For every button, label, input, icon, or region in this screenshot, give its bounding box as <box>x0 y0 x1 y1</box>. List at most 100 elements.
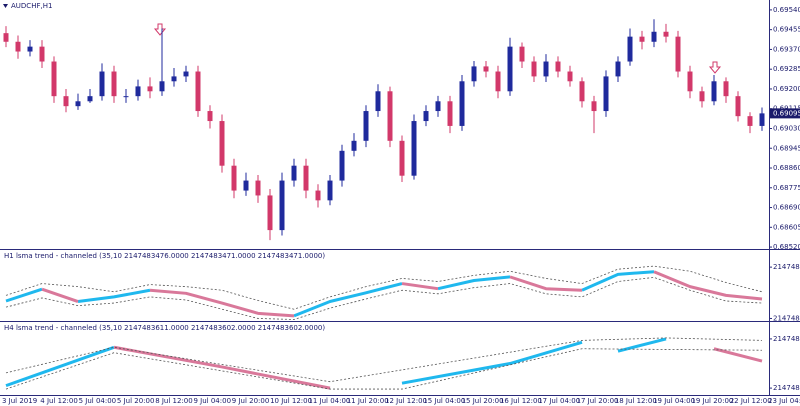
x-tick-label: 16 Jul 12:00 <box>500 397 542 405</box>
candle-body <box>51 61 57 97</box>
candle-body <box>639 36 645 42</box>
indicator-title: H1 lsma trend - channeled (35,10 2147483… <box>4 252 325 260</box>
y-tick-label: 0.69200 <box>773 85 800 93</box>
candle-body <box>507 46 513 92</box>
candle-body <box>543 61 549 77</box>
indicator-line <box>5 277 763 320</box>
candle-body <box>327 180 333 201</box>
symbol-icon <box>3 4 8 8</box>
candle-body <box>603 76 609 112</box>
indicator-title: H4 lsma trend - channeled (35,10 2147483… <box>4 324 325 332</box>
candle-body <box>531 61 537 77</box>
x-tick-label: 3 Jul 2019 <box>2 397 37 405</box>
candle-body <box>75 101 81 107</box>
x-tick-label: 11 Jul 04:00 <box>308 397 350 405</box>
x-tick-label: 9 Jul 04:00 <box>194 397 232 405</box>
y-tick-label: 0.68520 <box>773 243 800 251</box>
candle-body <box>399 140 405 176</box>
candle-body <box>183 71 189 77</box>
indicator-line <box>5 337 763 383</box>
y-tick-label: 21474836 <box>773 335 800 343</box>
candle-body <box>759 113 765 126</box>
x-tick-label: 17 Jul 04:00 <box>538 397 580 405</box>
y-tick-label: 0.69285 <box>773 65 800 73</box>
candle-body <box>591 101 597 112</box>
y-tick-label: 0.68945 <box>773 144 800 152</box>
y-tick-label: 21474835 <box>773 384 800 392</box>
candle-body <box>495 71 501 92</box>
y-tick-label: 21474835 <box>773 263 800 271</box>
candle-body <box>387 91 393 141</box>
symbol-title: AUDCHF,H1 <box>11 2 52 10</box>
indicator-line <box>5 348 763 390</box>
x-tick-label: 12 Jul 12:00 <box>385 397 427 405</box>
x-tick-label: 17 Jul 20:00 <box>577 397 619 405</box>
candle-body <box>627 36 633 62</box>
candle-body <box>291 165 297 181</box>
x-tick-label: 8 Jul 12:00 <box>155 397 193 405</box>
indicator-line <box>113 345 763 390</box>
candle-body <box>555 61 561 72</box>
candle-body <box>579 81 585 102</box>
x-tick-label: 23 Jul 04:00 <box>768 397 800 405</box>
y-tick-label: 0.68690 <box>773 204 800 212</box>
panel-frames <box>0 0 800 396</box>
y-tick-label: 0.68860 <box>773 164 800 172</box>
candle-body <box>519 46 525 62</box>
current-price-box <box>770 108 800 119</box>
candle-body <box>687 71 693 92</box>
candle-body <box>351 140 357 151</box>
candle-body <box>663 31 669 37</box>
y-tick-label: 0.68775 <box>773 184 800 192</box>
candle-body <box>447 101 453 126</box>
candle-body <box>39 46 45 62</box>
candle-body <box>171 76 177 82</box>
x-tick-label: 4 Jul 12:00 <box>40 397 78 405</box>
candle-body <box>207 111 213 122</box>
candle-body <box>723 81 729 97</box>
candle-body <box>219 121 225 166</box>
candle-body <box>471 66 477 82</box>
candle-body <box>435 101 441 112</box>
candle-body <box>711 81 717 102</box>
candle-body <box>735 96 741 117</box>
indicator-line <box>5 265 763 310</box>
candle-body <box>315 190 321 201</box>
candle-body <box>15 41 21 52</box>
candle-body <box>411 121 417 176</box>
candle-body <box>135 86 141 97</box>
x-tick-label: 9 Jul 20:00 <box>232 397 270 405</box>
candle-body <box>423 111 429 122</box>
candle-body <box>651 31 657 42</box>
candle-body <box>99 71 105 97</box>
y-tick-label: 0.69455 <box>773 26 800 34</box>
y-tick-label: 0.68605 <box>773 223 800 231</box>
candle-body <box>27 46 33 52</box>
candle-body <box>243 180 249 191</box>
candle-body <box>375 91 381 112</box>
x-tick-label: 22 Jul 12:00 <box>730 397 772 405</box>
candle-body <box>567 71 573 82</box>
candle-body <box>63 96 69 107</box>
candle-body <box>147 86 153 92</box>
candle-body <box>3 33 9 42</box>
x-tick-label: 19 Jul 20:00 <box>691 397 733 405</box>
candle-body <box>699 91 705 102</box>
x-tick-label: 15 Jul 20:00 <box>462 397 504 405</box>
candle-body <box>195 71 201 112</box>
current-price-label: 0.69095 <box>773 109 800 117</box>
candle-body <box>363 111 369 141</box>
candle-body <box>483 66 489 72</box>
candle-body <box>747 116 753 126</box>
candle-body <box>279 180 285 231</box>
signal-arrow <box>708 61 722 74</box>
candle-body <box>303 165 309 191</box>
y-tick-label: 0.69370 <box>773 45 800 53</box>
indicator-line <box>41 270 763 318</box>
y-tick-label: 0.69030 <box>773 124 800 132</box>
x-tick-label: 11 Jul 20:00 <box>347 397 389 405</box>
candle-body <box>459 81 465 126</box>
candle-body <box>267 195 273 231</box>
y-tick-label: 0.69540 <box>773 6 800 14</box>
candle-body <box>675 36 681 72</box>
